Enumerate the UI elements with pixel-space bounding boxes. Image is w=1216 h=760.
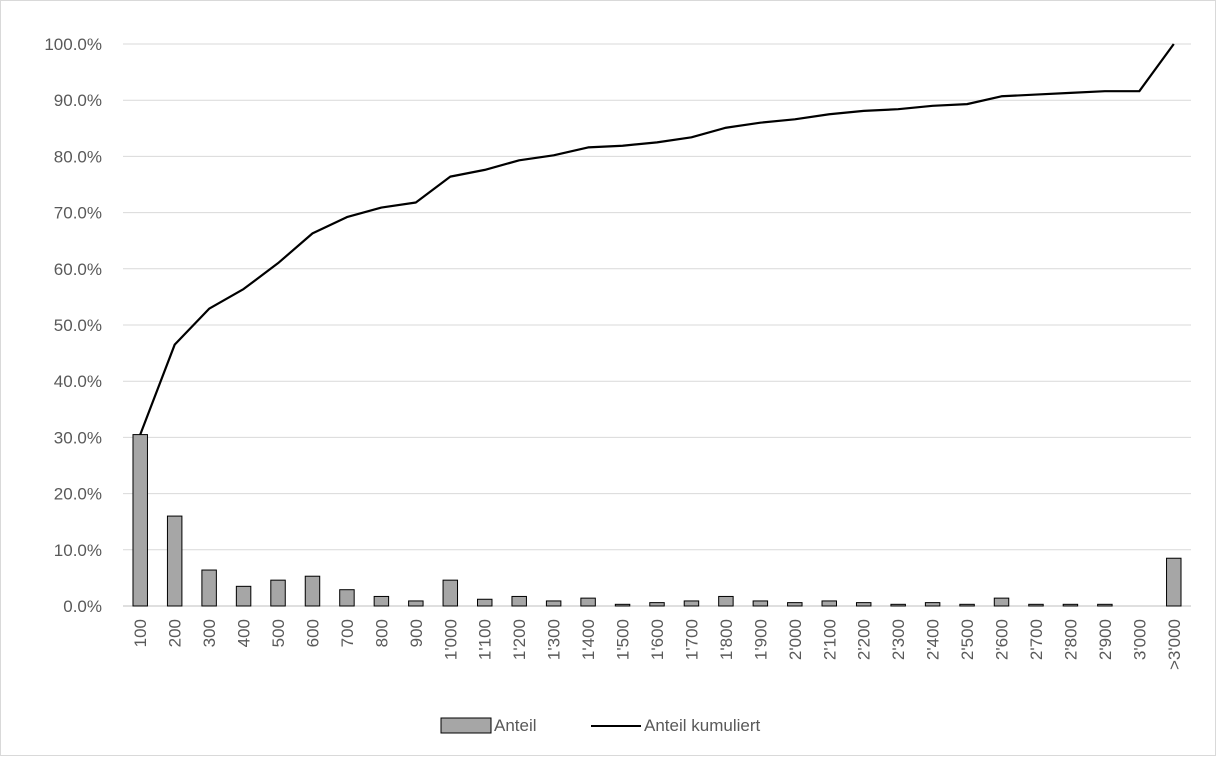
x-tick-label: 2'500: [958, 619, 977, 660]
x-tick-label: 2'600: [993, 619, 1012, 660]
bar: [649, 602, 665, 607]
x-tick-label: 2'700: [1027, 619, 1046, 660]
x-tick-label: 900: [407, 619, 426, 647]
bar: [511, 595, 527, 607]
x-tick-label: 2'900: [1096, 619, 1115, 660]
bar: [1028, 603, 1044, 607]
bar: [580, 597, 596, 607]
bar: [855, 602, 872, 607]
y-tick-label: 80.0%: [54, 147, 102, 166]
legend-swatch-anteil: [440, 717, 492, 734]
x-tick-label: 800: [372, 619, 391, 647]
y-tick-label: 90.0%: [54, 91, 102, 110]
bar-series: [132, 434, 1182, 607]
y-tick-label: 20.0%: [54, 485, 102, 504]
bar: [477, 598, 493, 607]
bar: [201, 569, 217, 607]
cumulative-line: [139, 43, 1175, 435]
x-tick-label: 1'000: [441, 619, 460, 660]
bar: [787, 602, 803, 607]
x-tick-label: 2'100: [820, 619, 839, 660]
y-tick-label: 50.0%: [54, 316, 102, 335]
x-tick-label: 1'700: [682, 619, 701, 660]
bar: [373, 595, 390, 607]
x-axis-ticks: 100 200 300 400 500 600 700 800 900 1'000 1'100 1'2…: [131, 619, 1184, 670]
x-tick-label: 1'300: [545, 619, 564, 660]
bar: [132, 434, 148, 607]
x-tick-label: 1'200: [510, 619, 529, 660]
x-tick-label: 2'300: [889, 619, 908, 660]
x-tick-label: 600: [303, 619, 322, 647]
bar: [545, 600, 562, 607]
y-tick-label: 30.0%: [54, 428, 102, 447]
bar: [304, 575, 321, 607]
bar: [339, 589, 355, 607]
y-axis-ticks: 0.0% 10.0% 20.0% 30.0% 40.0% 50.0% 60.0% 70.0% 8…: [44, 35, 102, 616]
bar: [821, 600, 837, 607]
legend-label-anteil: Anteil: [494, 716, 537, 735]
bar: [993, 597, 1010, 607]
x-tick-label: 1'800: [717, 619, 736, 660]
bar: [408, 600, 424, 607]
x-tick-label: 500: [269, 619, 288, 647]
bar: [1166, 557, 1182, 607]
gridlines: [123, 43, 1191, 607]
x-tick-label: 2'800: [1061, 619, 1080, 660]
line-series: [139, 43, 1175, 435]
bar: [718, 595, 734, 607]
y-tick-label: 70.0%: [54, 204, 102, 223]
x-tick-label: 3'000: [1130, 619, 1149, 660]
x-tick-label: >3'000: [1165, 619, 1184, 670]
y-tick-label: 0.0%: [63, 597, 102, 616]
bar: [890, 603, 906, 607]
legend-label-anteil-kumuliert: Anteil kumuliert: [644, 716, 760, 735]
bar: [614, 603, 631, 607]
y-tick-label: 10.0%: [54, 541, 102, 560]
x-tick-label: 700: [338, 619, 357, 647]
bar: [442, 579, 459, 607]
x-tick-label: 200: [166, 619, 185, 647]
bar: [959, 603, 975, 607]
x-tick-label: 1'400: [579, 619, 598, 660]
bar: [1062, 603, 1079, 607]
x-tick-label: 1'100: [476, 619, 495, 660]
x-tick-label: 400: [235, 619, 254, 647]
bar: [270, 579, 286, 607]
y-tick-label: 60.0%: [54, 260, 102, 279]
x-tick-label: 1'600: [648, 619, 667, 660]
y-tick-label: 100.0%: [44, 35, 102, 54]
y-tick-label: 40.0%: [54, 372, 102, 391]
bar: [683, 600, 700, 607]
x-tick-label: 300: [200, 619, 219, 647]
x-tick-label: 2'200: [855, 619, 874, 660]
bar: [924, 602, 941, 607]
x-tick-label: 1'900: [751, 619, 770, 660]
bar: [1097, 603, 1113, 607]
bar: [235, 585, 252, 607]
bar: [166, 515, 183, 607]
x-tick-label: 100: [131, 619, 150, 647]
x-tick-label: 1'500: [614, 619, 633, 660]
bar: [752, 600, 769, 607]
legend: Anteil Anteil kumuliert: [440, 716, 760, 735]
x-tick-label: 2'400: [924, 619, 943, 660]
x-tick-label: 2'000: [786, 619, 805, 660]
